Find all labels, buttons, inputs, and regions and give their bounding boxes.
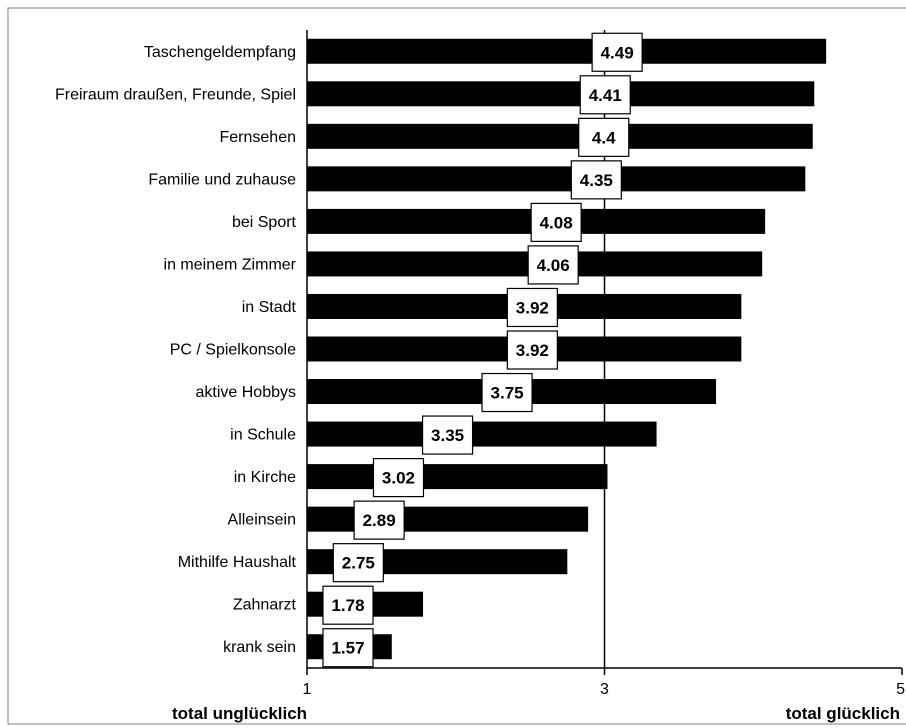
value-label-text: 2.75 <box>342 554 375 573</box>
value-label-text: 4.41 <box>589 86 622 105</box>
value-label-text: 3.02 <box>382 469 415 488</box>
x-end-label-right: total glücklich <box>786 704 900 723</box>
value-label-box <box>579 75 631 115</box>
value-label: 4.4 <box>578 117 630 157</box>
value-label-box <box>372 458 425 498</box>
category-label: aktive Hobbys <box>196 384 297 401</box>
category-label: Mithilfe Haushalt <box>178 554 297 571</box>
value-label-box <box>322 585 374 625</box>
bar <box>307 506 589 532</box>
category-label: Familie und zuhause <box>148 171 296 188</box>
value-label: 4.41 <box>579 75 631 115</box>
value-label-box <box>506 287 558 328</box>
category-label: in Kirche <box>234 469 296 486</box>
value-label-text: 4.49 <box>601 43 634 62</box>
value-label-text: 4.35 <box>580 171 613 190</box>
bar <box>307 123 813 149</box>
bar <box>307 38 827 64</box>
value-label-text: 4.08 <box>540 213 573 232</box>
value-label-box <box>578 117 630 157</box>
category-label: Zahnarzt <box>233 597 297 614</box>
value-label-box <box>322 628 374 668</box>
category-label: Alleinsein <box>228 512 296 529</box>
value-label-box <box>421 415 474 455</box>
value-label: 3.35 <box>421 415 474 455</box>
value-label: 1.78 <box>322 585 374 625</box>
value-label-text: 1.57 <box>331 639 364 658</box>
category-label: in Schule <box>230 427 296 444</box>
value-label: 3.75 <box>481 372 533 413</box>
category-label: PC / Spielkonsole <box>170 342 296 359</box>
category-label: krank sein <box>223 639 296 656</box>
bar <box>307 421 657 447</box>
value-label-box <box>570 160 622 200</box>
value-label-text: 4.4 <box>592 128 616 147</box>
value-label: 4.49 <box>591 32 643 72</box>
bar <box>307 166 806 192</box>
value-label-box <box>591 32 643 72</box>
bar <box>307 464 608 490</box>
value-label: 3.02 <box>372 458 425 498</box>
value-label-text: 3.92 <box>516 298 549 317</box>
value-label: 4.06 <box>527 245 579 285</box>
value-label-box <box>332 543 384 583</box>
category-label: Taschengeldempfang <box>144 44 296 61</box>
category-label: bei Sport <box>232 214 297 231</box>
value-label: 2.75 <box>332 543 384 583</box>
category-label: Fernsehen <box>220 129 297 146</box>
value-label-box <box>506 330 558 370</box>
value-label-text: 3.92 <box>516 341 549 360</box>
value-label-box <box>530 202 582 242</box>
x-end-label-left: total unglücklich <box>172 704 307 723</box>
value-label: 4.35 <box>570 160 622 200</box>
x-tick-label: 3 <box>600 681 609 698</box>
x-tick-label: 1 <box>303 681 312 698</box>
value-label: 1.57 <box>322 628 374 668</box>
x-tick-label: 5 <box>896 681 905 698</box>
value-label-box <box>353 500 405 540</box>
value-label: 3.92 <box>506 287 558 328</box>
value-label-text: 3.75 <box>491 384 524 403</box>
value-label-text: 4.06 <box>537 256 570 275</box>
chart-border <box>7 7 906 725</box>
value-label-box <box>527 245 579 285</box>
value-label-text: 1.78 <box>331 596 364 615</box>
bar <box>307 81 815 107</box>
category-label: Freiraum draußen, Freunde, Spiel <box>55 86 296 103</box>
value-label: 2.89 <box>353 500 405 540</box>
category-label: in meinem Zimmer <box>164 256 297 273</box>
value-label-text: 3.35 <box>431 426 464 445</box>
category-label: in Stadt <box>242 299 297 316</box>
value-label: 4.08 <box>530 202 582 242</box>
value-label-text: 2.89 <box>363 511 396 530</box>
value-label: 3.92 <box>506 330 558 370</box>
value-label-box <box>481 372 533 413</box>
